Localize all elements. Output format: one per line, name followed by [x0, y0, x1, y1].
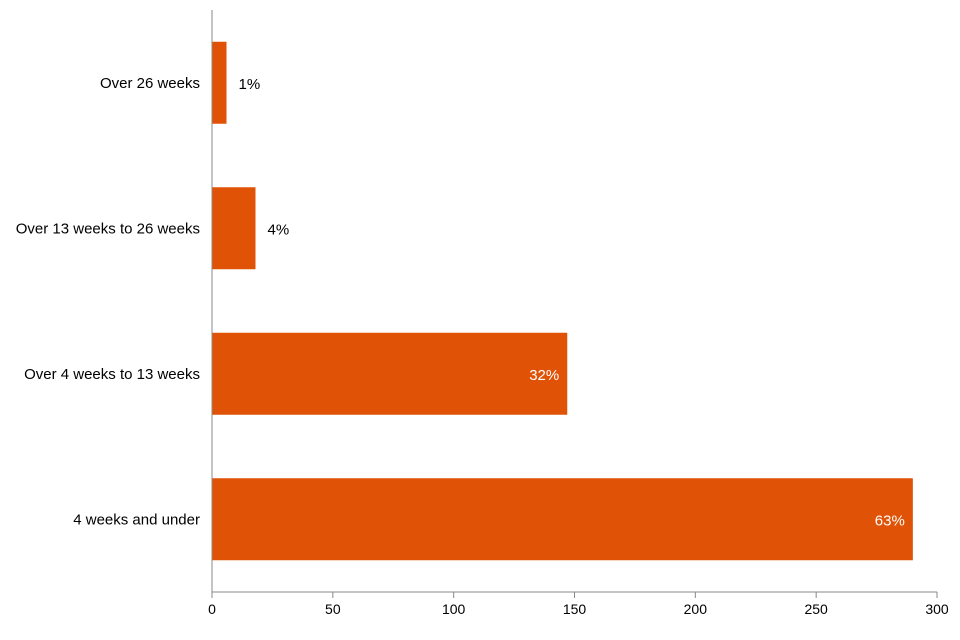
data-labels-group: 1% 4% 32% 63%: [239, 76, 905, 530]
category-labels-group: Over 26 weeks Over 13 weeks to 26 weeks Ov…: [16, 75, 200, 529]
x-tick-label: 150: [563, 601, 587, 617]
x-tick-label: 250: [804, 601, 828, 617]
x-tick-label: 0: [208, 601, 216, 617]
data-label: 32%: [529, 367, 559, 384]
data-label: 1%: [239, 76, 261, 93]
category-label: 4 weeks and under: [73, 511, 200, 528]
category-label: Over 13 weeks to 26 weeks: [16, 220, 200, 237]
category-label: Over 26 weeks: [100, 75, 200, 92]
bar-3: [212, 332, 568, 415]
x-tick-label: 100: [442, 601, 466, 617]
category-label: Over 4 weeks to 13 weeks: [24, 366, 200, 383]
bars-group: [212, 41, 913, 561]
bar-2: [212, 187, 256, 270]
data-label: 4%: [268, 221, 290, 238]
bar-4: [212, 478, 913, 561]
data-label: 63%: [875, 512, 905, 529]
x-tick-label: 200: [684, 601, 708, 617]
x-tick-label: 50: [325, 601, 341, 617]
bar-1: [212, 41, 227, 124]
x-axis: 0 50 100 150 200 250 300: [208, 591, 949, 617]
x-tick-label: 300: [925, 601, 949, 617]
